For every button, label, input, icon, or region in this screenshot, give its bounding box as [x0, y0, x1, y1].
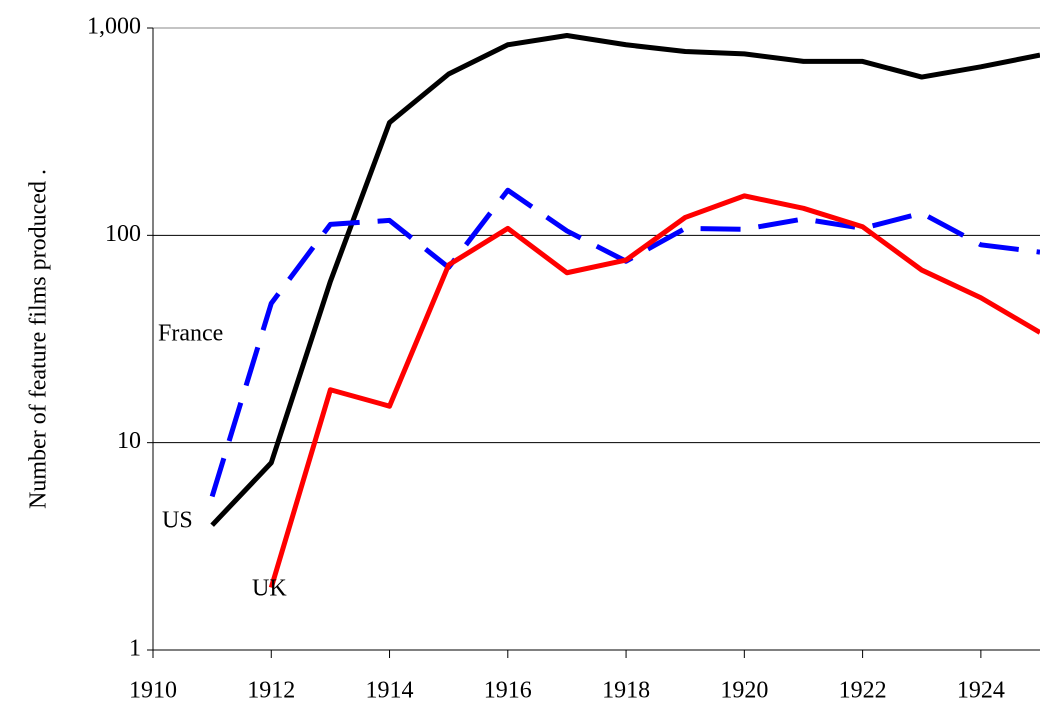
series-line	[209, 187, 1040, 498]
series-line	[210, 33, 1040, 527]
series-line	[268, 193, 1040, 589]
y-tick-label: 1,000	[87, 14, 141, 40]
x-tick-label: 1922	[839, 678, 887, 704]
x-tick-label: 1916	[484, 678, 532, 704]
x-tick-label: 1912	[247, 678, 295, 704]
x-tick-label: 1920	[720, 678, 768, 704]
y-axis-label: Number of feature films produced .	[26, 169, 52, 509]
series-label: France	[158, 321, 223, 347]
series-label: US	[162, 508, 193, 534]
x-tick-label: 1914	[366, 678, 414, 704]
series-label: UK	[252, 576, 287, 602]
y-tick-label: 100	[105, 221, 141, 247]
x-tick-label: 1924	[957, 678, 1005, 704]
y-tick-label: 1	[129, 636, 141, 662]
x-tick-label: 1910	[129, 678, 177, 704]
y-tick-label: 10	[117, 428, 141, 454]
x-tick-label: 1918	[602, 678, 650, 704]
